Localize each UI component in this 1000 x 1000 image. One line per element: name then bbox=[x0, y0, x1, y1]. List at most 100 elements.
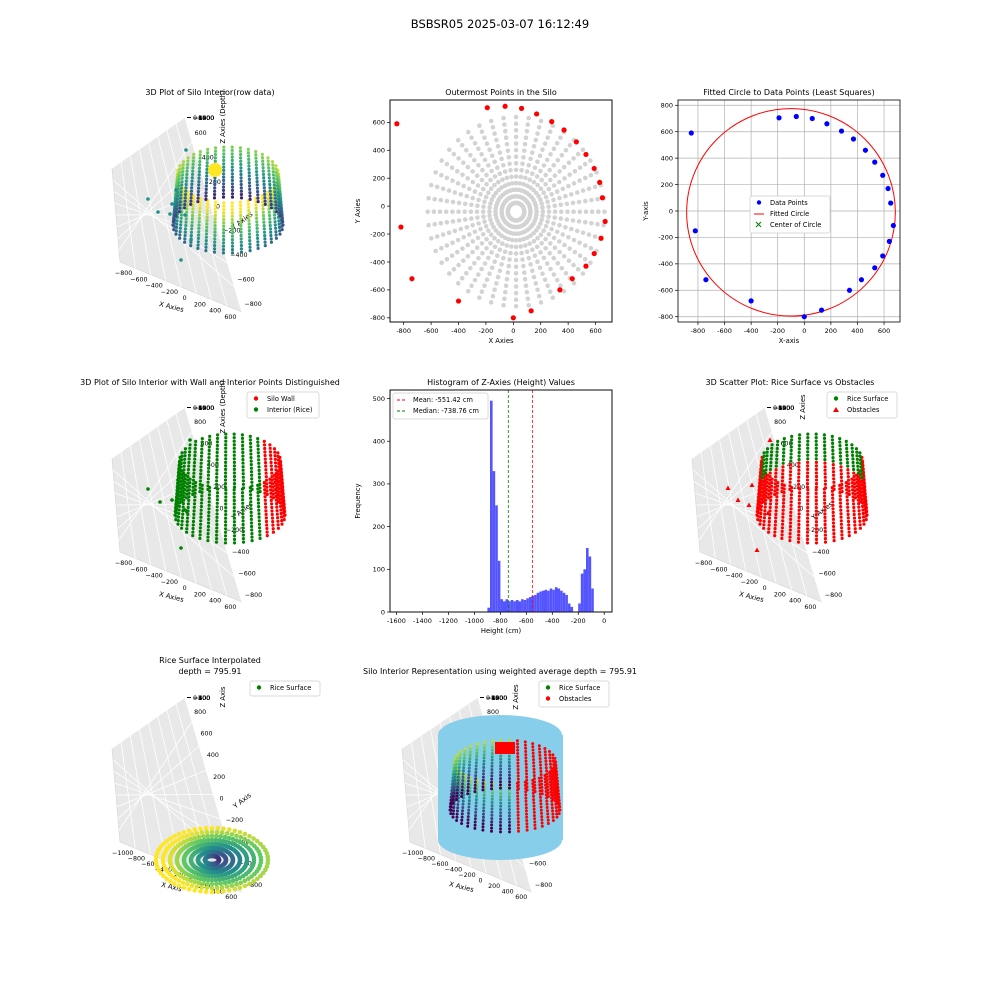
data-point bbox=[230, 224, 234, 228]
data-point bbox=[188, 446, 192, 450]
data-point bbox=[481, 828, 485, 832]
grey-point bbox=[472, 157, 477, 163]
data-point bbox=[270, 471, 274, 475]
grey-point bbox=[571, 280, 577, 286]
y-tick-label: 300 bbox=[373, 480, 385, 488]
data-point bbox=[263, 453, 267, 458]
data-point bbox=[458, 762, 461, 766]
data-point bbox=[258, 490, 262, 494]
grey-point bbox=[548, 241, 553, 246]
grey-point bbox=[523, 243, 528, 248]
data-point bbox=[775, 443, 780, 447]
data-point bbox=[186, 475, 190, 479]
data-point bbox=[248, 239, 252, 243]
data-point bbox=[516, 804, 520, 808]
data-point bbox=[773, 519, 778, 524]
data-point bbox=[191, 159, 195, 163]
grey-point bbox=[562, 176, 567, 181]
data-point bbox=[831, 500, 835, 504]
x-tick-label: 0 bbox=[763, 585, 767, 592]
data-point bbox=[838, 447, 842, 451]
data-point bbox=[232, 485, 237, 489]
data-point bbox=[198, 536, 202, 541]
data-point bbox=[204, 187, 208, 191]
data-point bbox=[540, 818, 544, 822]
surface-point bbox=[194, 831, 200, 836]
data-point bbox=[230, 208, 234, 212]
data-point bbox=[499, 795, 503, 799]
data-point bbox=[213, 210, 217, 214]
data-point bbox=[823, 454, 827, 458]
y-tick-label: 600 bbox=[201, 731, 213, 738]
data-point bbox=[191, 526, 195, 531]
data-point bbox=[769, 460, 773, 465]
outer-point bbox=[557, 287, 563, 293]
data-point bbox=[781, 512, 785, 516]
data-point bbox=[865, 513, 869, 517]
data-point bbox=[179, 196, 183, 200]
surface-point bbox=[213, 837, 218, 843]
data-point bbox=[846, 287, 853, 293]
data-point bbox=[189, 234, 193, 238]
data-point bbox=[474, 804, 478, 808]
data-point bbox=[838, 451, 842, 455]
data-point bbox=[230, 231, 234, 235]
data-point bbox=[222, 175, 226, 179]
data-point bbox=[205, 225, 209, 229]
data-point bbox=[823, 486, 828, 490]
x-tick-label: 200 bbox=[488, 883, 500, 890]
data-point bbox=[858, 458, 863, 462]
data-point bbox=[230, 152, 234, 156]
grey-point bbox=[504, 175, 510, 181]
data-point bbox=[224, 495, 228, 499]
data-point bbox=[268, 223, 272, 228]
grey-point bbox=[513, 174, 519, 179]
data-point bbox=[814, 464, 819, 468]
data-point bbox=[781, 454, 786, 458]
data-point bbox=[239, 196, 244, 200]
data-point bbox=[831, 521, 836, 525]
data-point bbox=[198, 533, 202, 537]
data-point bbox=[525, 825, 529, 829]
x-tick-label: −600 bbox=[141, 861, 158, 868]
grey-point bbox=[564, 217, 570, 222]
x-tick-label: −800 bbox=[695, 560, 712, 567]
data-point bbox=[196, 196, 200, 200]
data-point bbox=[851, 460, 855, 465]
data-point bbox=[206, 151, 210, 155]
data-point bbox=[767, 520, 771, 524]
data-point bbox=[861, 511, 865, 516]
y-tick-label: −600 bbox=[529, 861, 546, 868]
data-point bbox=[215, 522, 219, 527]
data-point bbox=[249, 500, 253, 504]
histogram-bar bbox=[578, 603, 581, 612]
data-point bbox=[831, 496, 835, 500]
grey-point bbox=[432, 196, 438, 202]
grey-point bbox=[513, 167, 519, 173]
data-point bbox=[207, 517, 211, 522]
legend-swatch bbox=[756, 200, 762, 205]
data-point bbox=[255, 226, 259, 230]
x-tick-label: −1000 bbox=[402, 850, 423, 857]
grey-point bbox=[475, 215, 480, 220]
data-point bbox=[213, 159, 217, 163]
z-tick-label: −1200 bbox=[193, 405, 214, 412]
data-point bbox=[215, 491, 220, 495]
data-point bbox=[776, 439, 780, 443]
data-point bbox=[788, 532, 792, 536]
data-point bbox=[823, 494, 827, 498]
data-point bbox=[451, 798, 455, 802]
data-point bbox=[192, 505, 196, 509]
data-point bbox=[469, 747, 472, 751]
data-point bbox=[473, 783, 477, 787]
data-point bbox=[248, 194, 252, 198]
data-point bbox=[191, 210, 195, 214]
data-point bbox=[178, 210, 182, 214]
surface-point bbox=[209, 833, 215, 839]
data-point bbox=[544, 766, 548, 770]
surface-point bbox=[242, 836, 248, 842]
data-point bbox=[545, 806, 549, 809]
data-point bbox=[193, 484, 198, 488]
grey-point bbox=[519, 250, 524, 256]
grey-point bbox=[540, 209, 546, 214]
